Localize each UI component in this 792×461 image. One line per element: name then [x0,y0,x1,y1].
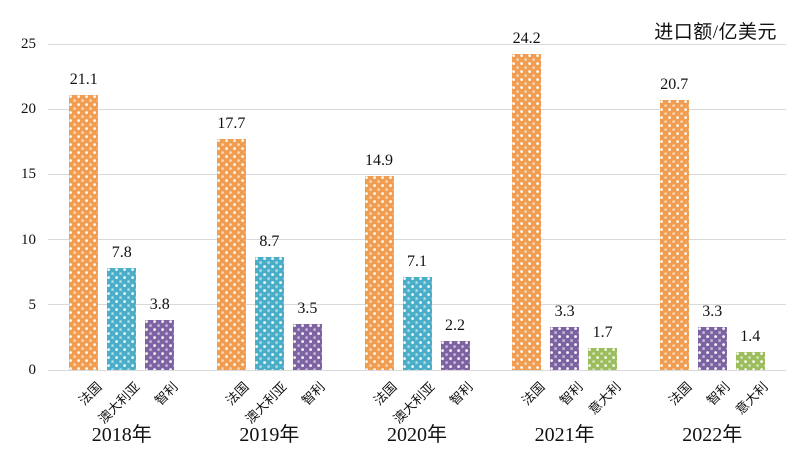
bar-2019年-澳大利亚 [254,256,284,370]
gridline-y-10 [48,239,786,241]
bar-2020年-智利 [440,341,470,370]
bar-category-label: 意大利 [585,379,624,418]
bar-value-label: 14.9 [365,151,393,169]
gridline-y-20 [48,108,786,110]
y-axis-tick-label: 5 [28,296,37,313]
bar-2022年-意大利 [735,351,765,370]
bar-category-label: 法国 [75,379,105,409]
bar-2018年-智利 [145,320,175,370]
bar-2020年-法国 [364,175,394,370]
bar-value-label: 7.8 [111,244,132,262]
year-label: 2020年 [387,424,447,446]
bar-2021年-智利 [550,326,580,370]
bar-2018年-法国 [69,94,99,370]
year-label: 2022年 [682,424,743,446]
bar-category-label: 智利 [299,379,329,409]
bar-value-label: 7.1 [407,253,427,271]
bar-2019年-智利 [292,324,322,370]
bar-2021年-法国 [512,54,542,370]
y-axis-tick-label: 20 [21,101,36,118]
gridline-y-25 [48,43,786,45]
bar-value-label: 1.7 [592,323,613,341]
gridline-y-15 [48,173,786,175]
bar-category-label: 澳大利亚 [390,379,438,427]
y-axis-tick-label: 25 [21,36,36,52]
bar-category-label: 智利 [556,379,586,409]
bar-value-label: 24.2 [512,30,541,48]
year-label: 2019年 [239,424,300,446]
bar-value-label: 20.7 [660,76,689,94]
bar-value-label: 2.2 [445,317,465,335]
bar-value-label: 3.8 [149,296,170,314]
bar-category-label: 法国 [665,379,695,409]
y-axis-tick-label: 15 [21,166,36,183]
bar-category-label: 法国 [370,379,400,409]
bar-value-label: 17.7 [217,115,246,133]
bar-category-label: 澳大利亚 [242,379,291,427]
chart-title: 进口额/亿美元 [654,22,777,43]
bar-value-label: 3.3 [554,302,575,320]
year-label: 2021年 [534,424,595,446]
bar-category-label: 法国 [518,379,548,409]
bar-2022年-智利 [697,326,727,370]
bar-2022年-法国 [659,100,689,370]
bar-value-label: 21.1 [69,70,98,88]
y-axis-tick-label: 10 [21,231,36,248]
bar-category-label: 澳大利亚 [95,379,143,427]
bar-value-label: 3.5 [297,300,318,318]
bar-2020年-澳大利亚 [402,277,432,370]
gridline-y-0 [48,369,786,371]
bar-2019年-法国 [216,139,246,370]
bar-2018年-澳大利亚 [107,268,137,370]
bar-category-label: 智利 [446,379,476,409]
bar-category-label: 智利 [151,379,181,409]
year-label: 2018年 [91,424,152,446]
bar-value-label: 8.7 [259,232,280,250]
bar-category-label: 意大利 [732,379,771,418]
bar-2021年-意大利 [588,347,618,370]
bar-value-label: 3.3 [702,302,723,320]
bar-value-label: 1.4 [740,327,761,345]
bar-category-label: 智利 [703,379,733,409]
y-axis-tick-label: 0 [28,362,37,378]
